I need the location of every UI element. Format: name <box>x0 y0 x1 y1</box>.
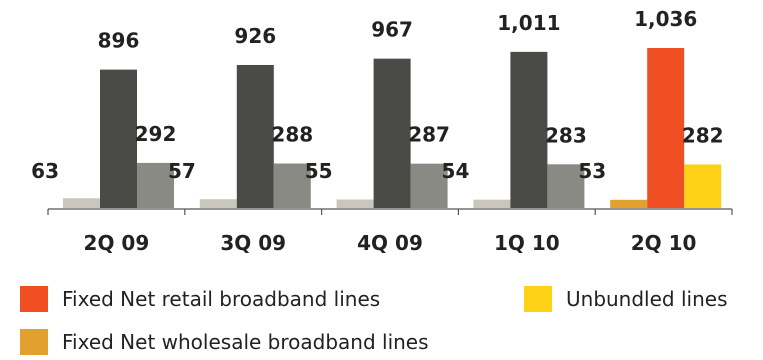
bar-1q-10-series-1 <box>510 51 548 208</box>
bar-3q-09-series-1 <box>236 64 274 208</box>
x-tick-label: 4Q 09 <box>357 231 423 255</box>
legend-label-wholesale: Fixed Net wholesale broadband lines <box>62 330 429 354</box>
x-tick-label: 3Q 09 <box>220 231 286 255</box>
data-label: 57 <box>168 159 196 183</box>
bar-1q-10-series-0 <box>473 199 511 208</box>
bar-chart: 63 896 292 2Q 09 57 926 288 3Q 09 55 967 287 4Q 09 5… <box>31 7 733 255</box>
bar-4q-09-series-0 <box>336 199 374 208</box>
bar-2q-09-series-1 <box>100 69 137 209</box>
data-label: 282 <box>682 123 724 147</box>
bar-1q-10-series-2 <box>547 164 585 208</box>
legend-item-wholesale: Fixed Net wholesale broadband lines <box>20 329 429 355</box>
bar-3q-09-series-0 <box>199 199 237 208</box>
legend-item-unbundled: Unbundled lines <box>524 286 727 312</box>
bar-2q-10-series-1 <box>647 48 685 208</box>
data-label: 287 <box>408 123 450 147</box>
data-label: 63 <box>31 159 59 183</box>
legend-swatch-unbundled <box>524 286 552 312</box>
legend-label-retail: Fixed Net retail broadband lines <box>62 287 381 311</box>
data-label: 55 <box>305 159 333 183</box>
bar-3q-09-series-2 <box>273 163 311 208</box>
x-tick-label: 2Q 10 <box>631 231 697 255</box>
legend-label-unbundled: Unbundled lines <box>566 287 728 311</box>
bar-4q-09-series-1 <box>373 58 411 208</box>
data-label: 292 <box>135 122 177 146</box>
bar-4q-09-series-2 <box>410 163 448 208</box>
legend-item-retail: Fixed Net retail broadband lines <box>20 286 380 312</box>
data-label: 283 <box>545 123 587 147</box>
x-tick-label: 1Q 10 <box>494 231 560 255</box>
bar-2q-10-series-0 <box>610 199 648 208</box>
data-label: 1,011 <box>497 11 560 35</box>
bar-2q-10-series-2 <box>684 164 722 208</box>
data-label: 53 <box>578 159 606 183</box>
x-tick-label: 2Q 09 <box>84 231 150 255</box>
bar-2q-09-series-0 <box>63 198 100 208</box>
data-label: 967 <box>371 18 413 42</box>
data-label: 896 <box>98 29 140 53</box>
legend-swatch-wholesale <box>20 329 48 355</box>
bar-2q-09-series-2 <box>137 162 174 208</box>
data-label: 54 <box>442 159 470 183</box>
data-label: 926 <box>234 24 276 48</box>
data-label: 1,036 <box>634 7 697 31</box>
data-label: 288 <box>271 123 313 147</box>
legend-swatch-retail <box>20 286 48 312</box>
